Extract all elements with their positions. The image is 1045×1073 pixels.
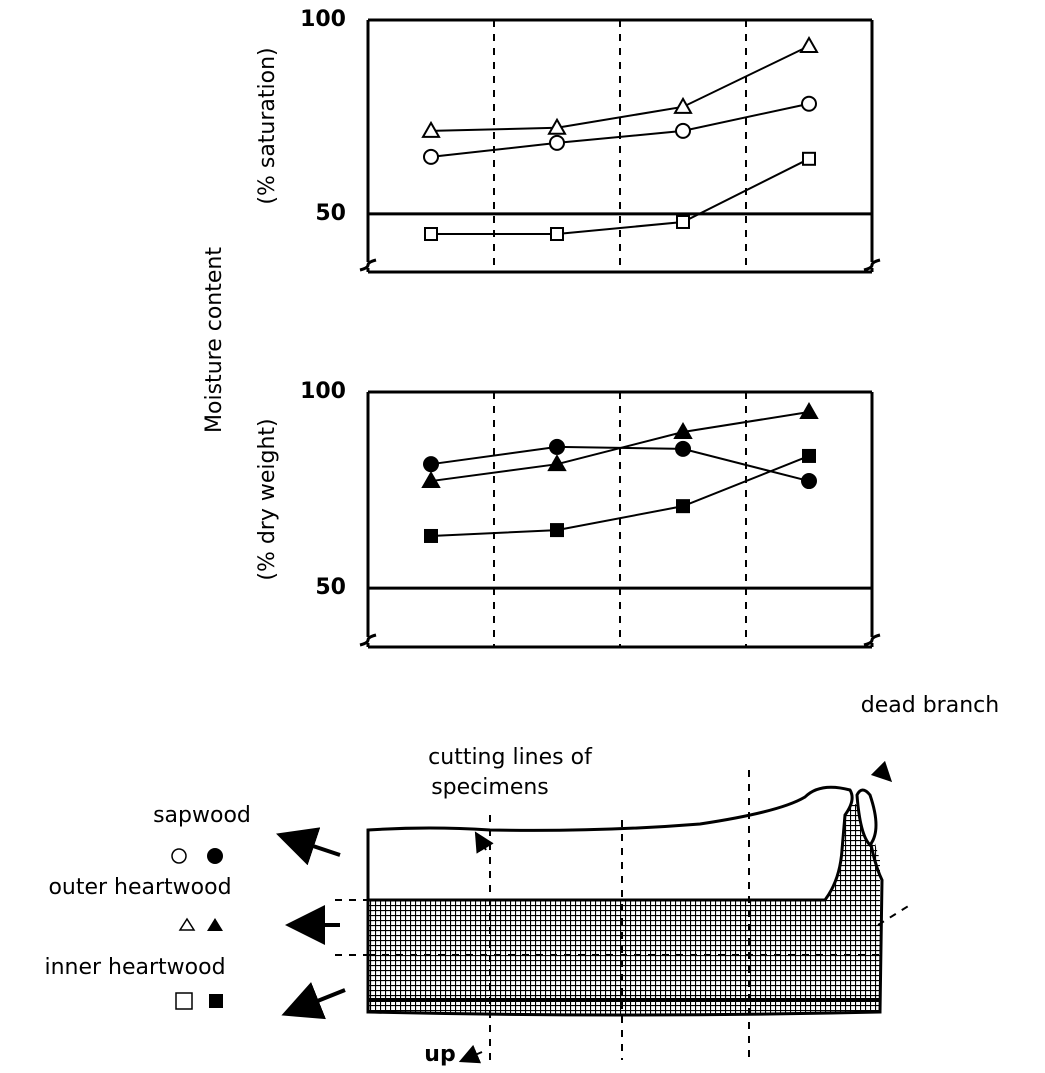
point <box>802 448 816 463</box>
point <box>547 454 567 472</box>
y-tick-label: 50 <box>315 575 346 600</box>
dead-branch-label: dead branch <box>861 693 999 718</box>
point <box>675 440 691 457</box>
series-line <box>430 455 810 537</box>
point <box>549 134 565 151</box>
y-tick-label: 100 <box>300 7 346 32</box>
series-line <box>430 45 810 132</box>
tissue-label: sapwood <box>153 803 251 828</box>
cutting-lines-label: specimens <box>431 775 549 800</box>
axis-break <box>359 258 881 272</box>
series-line <box>430 411 810 483</box>
y-axis-label: (% saturation) <box>255 47 280 204</box>
point <box>421 120 441 138</box>
series-line <box>430 102 810 158</box>
up-label: up <box>424 1042 455 1067</box>
point <box>675 122 691 139</box>
point <box>550 523 564 538</box>
y-tick-label: 100 <box>300 379 346 404</box>
point <box>799 35 819 53</box>
point <box>423 456 439 473</box>
point <box>547 117 567 135</box>
tissue-label: outer heartwood <box>48 875 231 900</box>
point <box>549 438 565 455</box>
point <box>801 95 817 112</box>
point <box>673 421 693 440</box>
point <box>423 148 439 165</box>
series-line <box>431 157 810 236</box>
cutting-lines-label: cutting lines of <box>428 745 593 770</box>
y-axis-label: Moisture content <box>202 247 227 433</box>
y-tick-label: 50 <box>315 201 346 226</box>
point <box>424 227 438 242</box>
point <box>801 473 817 490</box>
frame <box>366 20 874 274</box>
point <box>421 471 441 489</box>
point <box>676 499 690 514</box>
point <box>673 96 693 114</box>
point <box>550 227 564 242</box>
point <box>676 214 690 229</box>
point <box>799 401 819 420</box>
tissue-label: inner heartwood <box>44 955 225 980</box>
stem-diagram <box>171 760 911 1064</box>
y-axis-label: (% dry weight) <box>255 418 280 580</box>
axis-break <box>359 633 881 647</box>
point <box>802 151 816 166</box>
point <box>424 528 438 543</box>
